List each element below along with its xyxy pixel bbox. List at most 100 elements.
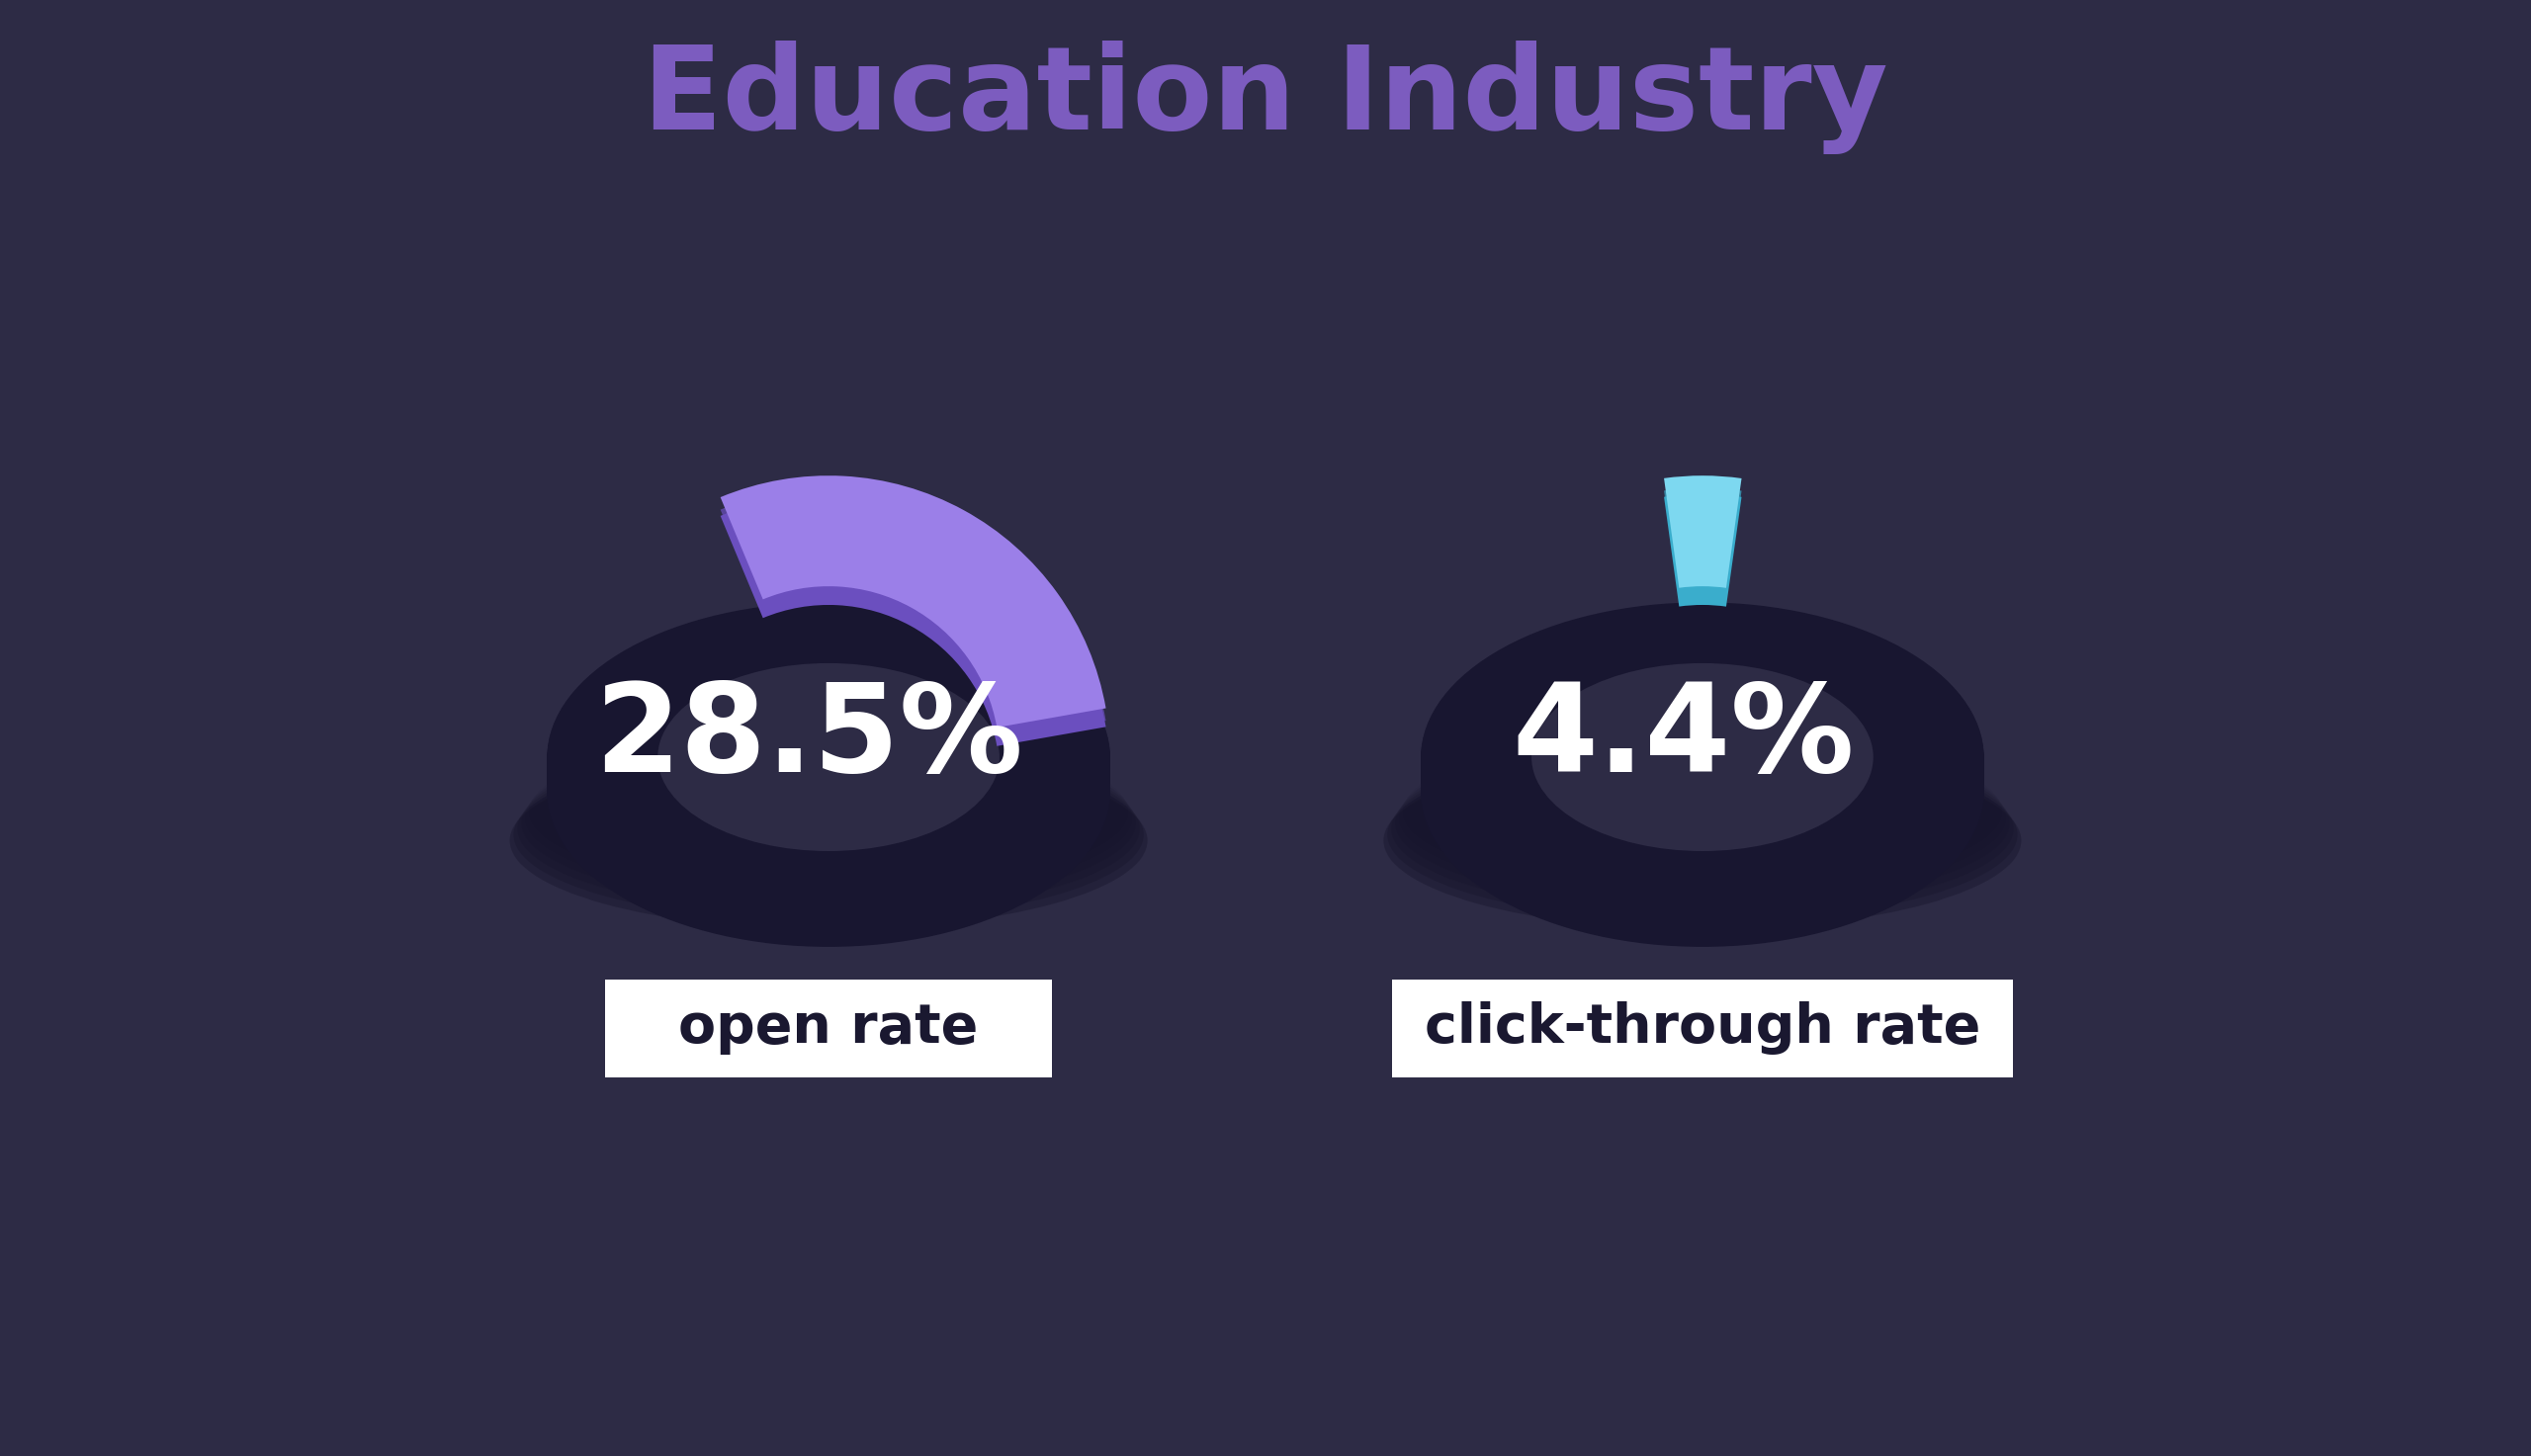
- Ellipse shape: [514, 747, 1144, 922]
- Ellipse shape: [1420, 633, 1984, 943]
- Ellipse shape: [1420, 638, 1984, 946]
- Wedge shape: [1663, 476, 1741, 588]
- Wedge shape: [721, 488, 1106, 740]
- Ellipse shape: [658, 689, 1000, 878]
- Text: Education Industry: Education Industry: [643, 41, 1888, 154]
- Ellipse shape: [658, 680, 1000, 869]
- Ellipse shape: [658, 686, 1000, 874]
- Text: 28.5%: 28.5%: [595, 678, 1023, 798]
- Ellipse shape: [547, 630, 1111, 941]
- Ellipse shape: [658, 667, 1000, 855]
- Wedge shape: [721, 476, 1106, 728]
- Ellipse shape: [1531, 671, 1873, 860]
- Ellipse shape: [1531, 696, 1873, 884]
- Ellipse shape: [1531, 674, 1873, 862]
- Ellipse shape: [1420, 625, 1984, 935]
- Ellipse shape: [1531, 662, 1873, 852]
- Ellipse shape: [1420, 613, 1984, 923]
- Ellipse shape: [658, 678, 1000, 866]
- Ellipse shape: [1384, 751, 2022, 930]
- Ellipse shape: [658, 697, 1000, 887]
- Ellipse shape: [547, 603, 1111, 911]
- Ellipse shape: [547, 613, 1111, 923]
- Ellipse shape: [1531, 695, 1873, 882]
- FancyBboxPatch shape: [1392, 980, 2012, 1077]
- Ellipse shape: [547, 612, 1111, 920]
- Ellipse shape: [1392, 744, 2015, 914]
- Ellipse shape: [1531, 680, 1873, 869]
- Ellipse shape: [658, 677, 1000, 865]
- Wedge shape: [721, 494, 1106, 745]
- Ellipse shape: [547, 614, 1111, 925]
- Ellipse shape: [1531, 667, 1873, 855]
- Ellipse shape: [1531, 697, 1873, 887]
- Ellipse shape: [1531, 683, 1873, 871]
- Ellipse shape: [521, 740, 1136, 906]
- Ellipse shape: [658, 674, 1000, 862]
- Ellipse shape: [1420, 630, 1984, 941]
- Ellipse shape: [1400, 735, 2005, 898]
- Ellipse shape: [547, 626, 1111, 936]
- FancyBboxPatch shape: [605, 980, 1053, 1077]
- Ellipse shape: [658, 696, 1000, 884]
- Ellipse shape: [1420, 603, 1984, 911]
- Ellipse shape: [1531, 692, 1873, 879]
- Ellipse shape: [1531, 684, 1873, 872]
- Ellipse shape: [658, 668, 1000, 856]
- Ellipse shape: [658, 671, 1000, 860]
- Text: click-through rate: click-through rate: [1425, 1002, 1979, 1056]
- Ellipse shape: [1531, 665, 1873, 853]
- Ellipse shape: [1420, 606, 1984, 916]
- Ellipse shape: [1531, 687, 1873, 875]
- Ellipse shape: [1420, 616, 1984, 926]
- Ellipse shape: [658, 687, 1000, 875]
- Ellipse shape: [658, 693, 1000, 881]
- Ellipse shape: [547, 609, 1111, 919]
- Ellipse shape: [658, 676, 1000, 863]
- Ellipse shape: [1420, 612, 1984, 920]
- Ellipse shape: [1420, 623, 1984, 933]
- Ellipse shape: [547, 638, 1111, 946]
- Ellipse shape: [529, 732, 1129, 891]
- Ellipse shape: [1531, 670, 1873, 858]
- Ellipse shape: [1531, 668, 1873, 856]
- Ellipse shape: [658, 695, 1000, 882]
- Ellipse shape: [1420, 614, 1984, 925]
- Ellipse shape: [1420, 632, 1984, 942]
- Ellipse shape: [1395, 740, 2010, 906]
- Ellipse shape: [1402, 732, 2002, 891]
- Ellipse shape: [547, 607, 1111, 917]
- Wedge shape: [1663, 488, 1741, 600]
- Ellipse shape: [547, 604, 1111, 914]
- Ellipse shape: [1531, 676, 1873, 863]
- Ellipse shape: [1420, 607, 1984, 917]
- Ellipse shape: [1531, 677, 1873, 865]
- Text: open rate: open rate: [678, 1002, 979, 1056]
- Ellipse shape: [1531, 693, 1873, 881]
- Ellipse shape: [547, 632, 1111, 942]
- Ellipse shape: [547, 623, 1111, 933]
- Ellipse shape: [1420, 620, 1984, 929]
- Ellipse shape: [547, 617, 1111, 927]
- Ellipse shape: [1531, 678, 1873, 866]
- Ellipse shape: [1420, 635, 1984, 945]
- Ellipse shape: [509, 751, 1147, 930]
- Ellipse shape: [1420, 609, 1984, 919]
- Ellipse shape: [547, 616, 1111, 926]
- Ellipse shape: [526, 735, 1131, 898]
- Ellipse shape: [1420, 604, 1984, 914]
- Ellipse shape: [547, 606, 1111, 916]
- Ellipse shape: [547, 622, 1111, 932]
- Ellipse shape: [1531, 689, 1873, 878]
- Ellipse shape: [516, 744, 1139, 914]
- Ellipse shape: [1531, 686, 1873, 874]
- Ellipse shape: [658, 684, 1000, 872]
- Ellipse shape: [658, 692, 1000, 879]
- Ellipse shape: [1420, 617, 1984, 927]
- Ellipse shape: [1387, 747, 2017, 922]
- Ellipse shape: [547, 620, 1111, 929]
- Ellipse shape: [658, 670, 1000, 858]
- Ellipse shape: [658, 683, 1000, 871]
- Ellipse shape: [658, 665, 1000, 853]
- Text: 4.4%: 4.4%: [1511, 678, 1855, 798]
